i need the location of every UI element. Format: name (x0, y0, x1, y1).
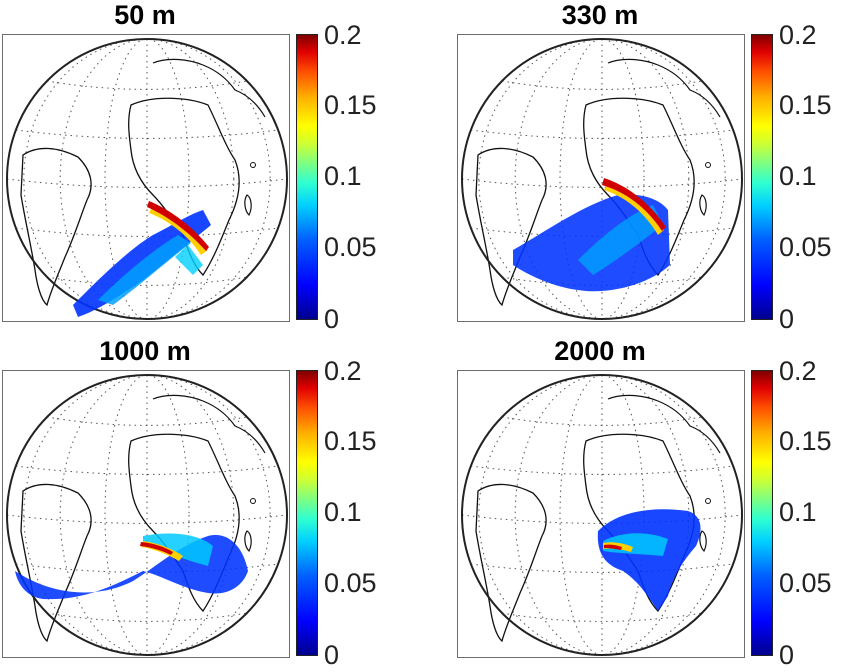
cbar-tick: 0.1 (779, 497, 817, 527)
globe-map (457, 370, 745, 658)
globe-outline (461, 374, 743, 656)
panel-title: 1000 m (99, 336, 191, 366)
colorbar (751, 34, 773, 320)
cbar-tick: 0.2 (779, 20, 817, 50)
cbar-tick: 0 (324, 640, 340, 670)
panel-title: 2000 m (554, 336, 646, 366)
panel-50m: 50 m 0.2 0.15 0.1 0.05 0 (0, 0, 425, 336)
globe-outline (6, 374, 288, 656)
cbar-tick: 0.1 (324, 497, 362, 527)
heat-plume (15, 533, 248, 600)
cbar-tick: 0.15 (324, 90, 377, 120)
heat-plume (597, 509, 701, 611)
colorbar (296, 370, 318, 656)
colorbar (751, 370, 773, 656)
cbar-tick: 0.2 (324, 356, 362, 386)
globe-svg (461, 374, 743, 656)
heat-plume (513, 178, 670, 292)
cbar-tick: 0.05 (779, 568, 832, 598)
globe-svg (6, 38, 288, 320)
cbar-tick: 0 (779, 304, 795, 334)
panel-2000m: 2000 m 0.2 0.15 0.1 0.05 0 (455, 336, 850, 672)
cbar-tick: 0.05 (324, 232, 377, 262)
cbar-tick: 0.2 (324, 20, 362, 50)
panel-title: 330 m (561, 0, 639, 30)
cbar-tick: 0.15 (324, 426, 377, 456)
globe-map (2, 34, 290, 322)
heat-plume (73, 201, 211, 317)
cbar-tick: 0.15 (779, 426, 832, 456)
cbar-tick: 0.1 (779, 161, 817, 191)
cbar-tick: 0 (324, 304, 340, 334)
cbar-tick: 0.05 (779, 232, 832, 262)
panel-title: 50 m (114, 0, 176, 30)
panel-1000m: 1000 m 0.2 0.15 0.1 0.05 0 (0, 336, 425, 672)
globe-outline (6, 38, 288, 320)
cbar-tick: 0.2 (779, 356, 817, 386)
panel-330m: 330 m 0.2 0.15 0.1 0.05 0 (455, 0, 850, 336)
globe-map (457, 34, 745, 322)
colorbar (296, 34, 318, 320)
globe-svg (461, 38, 743, 320)
cbar-tick: 0.05 (324, 568, 377, 598)
globe-svg (6, 374, 288, 656)
cbar-tick: 0 (779, 640, 795, 670)
cbar-tick: 0.1 (324, 161, 362, 191)
cbar-tick: 0.15 (779, 90, 832, 120)
globe-map (2, 370, 290, 658)
